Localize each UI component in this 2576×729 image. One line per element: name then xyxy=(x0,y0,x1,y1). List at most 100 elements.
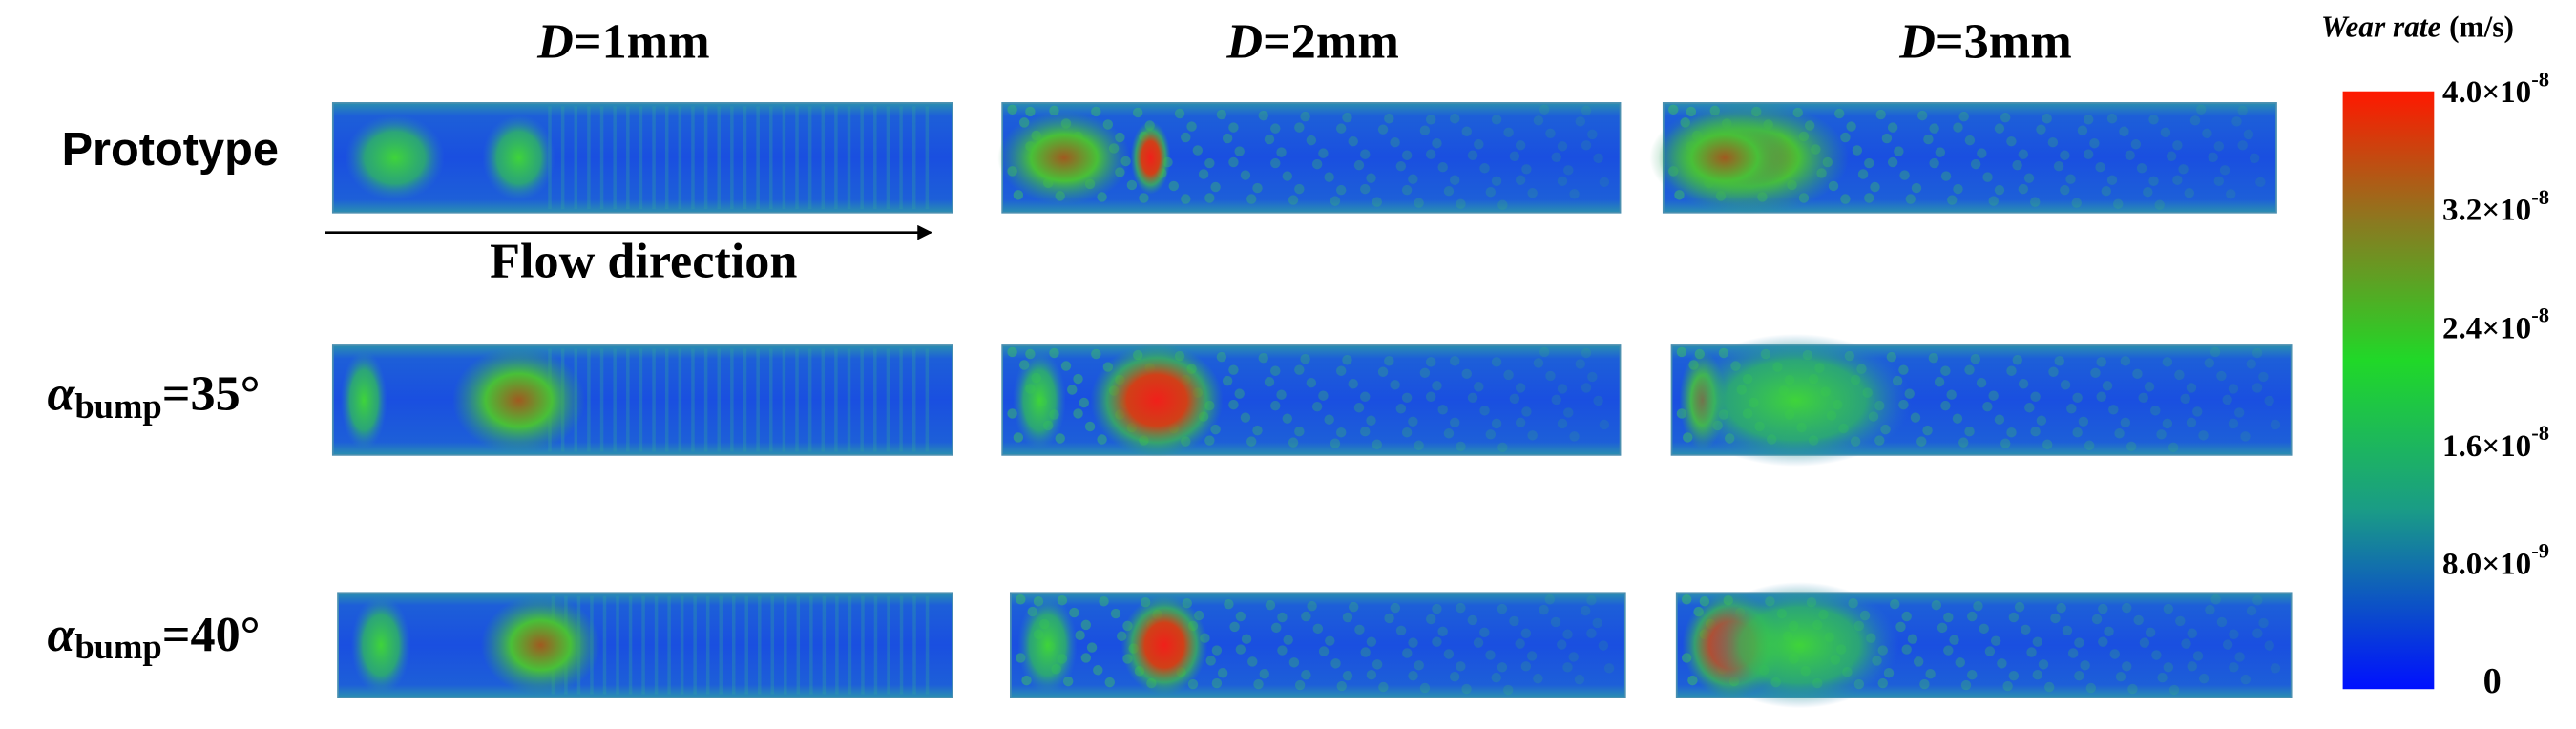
speckle xyxy=(2157,672,2168,683)
contour-panel xyxy=(1001,344,1622,457)
speckle xyxy=(1311,158,1323,170)
speckle xyxy=(2174,369,2185,381)
speckle xyxy=(1205,656,1216,666)
speckle xyxy=(2002,680,2013,692)
speckle xyxy=(1852,145,1863,156)
speckle xyxy=(1007,104,1017,115)
speckle xyxy=(2008,670,2020,681)
speckle xyxy=(2234,652,2245,662)
row-label: αbump=40° xyxy=(47,607,260,667)
speckle xyxy=(2136,163,2147,174)
speckle xyxy=(1277,612,1288,623)
speckle xyxy=(1539,104,1550,115)
speckle xyxy=(1348,379,1358,389)
speckle xyxy=(2209,346,2221,358)
speckle xyxy=(1911,182,1922,194)
speckle xyxy=(1485,429,1497,440)
speckle xyxy=(1474,139,1484,150)
speckle xyxy=(1073,373,1083,385)
speckle xyxy=(1456,602,1466,614)
speckle xyxy=(1264,134,1275,145)
speckle xyxy=(1551,152,1561,163)
contour-panel xyxy=(1009,592,1626,698)
speckle xyxy=(2074,670,2084,681)
speckle xyxy=(1395,160,1407,172)
speckle xyxy=(1216,109,1227,120)
speckle xyxy=(2038,659,2049,670)
speckle xyxy=(2060,380,2071,390)
speckle xyxy=(1252,425,1263,436)
column-header: D=3mm xyxy=(1898,14,2071,70)
speckle xyxy=(1890,598,1900,610)
speckle xyxy=(1557,384,1568,394)
speckle xyxy=(1224,598,1234,610)
speckle xyxy=(2229,662,2239,673)
speckle xyxy=(1360,149,1371,159)
speckle xyxy=(2226,189,2236,199)
speckle xyxy=(1586,628,1597,639)
speckle xyxy=(2125,150,2135,160)
row-label: Prototype xyxy=(62,124,279,176)
speckle xyxy=(1569,189,1580,199)
panel-bg xyxy=(1009,592,1626,698)
speckle xyxy=(1300,354,1310,364)
speckle xyxy=(1520,628,1532,639)
speckle xyxy=(1335,184,1347,196)
speckle xyxy=(1960,679,1972,691)
speckle xyxy=(1025,106,1036,117)
speckle xyxy=(1294,122,1305,133)
speckle xyxy=(2237,105,2248,116)
speckle xyxy=(1929,123,1939,134)
speckle xyxy=(2198,430,2209,441)
hotspot xyxy=(997,111,1131,205)
speckle xyxy=(1913,656,1924,667)
speckle xyxy=(1586,595,1597,606)
speckle xyxy=(2044,681,2055,693)
speckle xyxy=(2213,141,2225,152)
speckle xyxy=(1229,621,1240,633)
speckle xyxy=(2264,640,2274,651)
speckle xyxy=(1288,437,1299,448)
speckle xyxy=(2083,115,2094,125)
speckle xyxy=(1419,367,1431,379)
speckle xyxy=(1840,194,1851,204)
speckle xyxy=(2090,367,2101,379)
speckle xyxy=(2208,152,2218,163)
speckle xyxy=(1264,376,1275,387)
speckle xyxy=(2071,198,2082,208)
speckle xyxy=(2056,602,2066,614)
speckle xyxy=(2168,684,2180,696)
speckle xyxy=(2042,114,2052,124)
speckle xyxy=(2042,439,2053,449)
speckle xyxy=(1901,644,1912,655)
speckle xyxy=(1905,194,1916,204)
speckle xyxy=(1408,637,1418,648)
speckle xyxy=(1833,108,1845,119)
speckle xyxy=(1324,172,1334,182)
speckle xyxy=(2246,605,2257,616)
speckle xyxy=(1419,125,1431,135)
speckle xyxy=(1093,665,1103,676)
speckle xyxy=(1533,115,1544,126)
speckle xyxy=(2228,384,2239,394)
speckle xyxy=(2060,184,2070,196)
speckle xyxy=(2089,138,2100,149)
speckle xyxy=(1456,198,1466,209)
hotspot xyxy=(1130,121,1171,195)
speckle xyxy=(1110,608,1121,619)
speckle xyxy=(2154,199,2165,210)
speckle xyxy=(1259,668,1269,679)
speckle xyxy=(1325,635,1335,646)
speckle xyxy=(1443,185,1455,197)
hotspot xyxy=(1679,333,1913,468)
speckle xyxy=(2252,595,2263,606)
speckle xyxy=(2180,393,2190,405)
speckle xyxy=(1258,352,1268,364)
title-italic: Wear rate xyxy=(2321,10,2441,44)
speckle xyxy=(2187,628,2197,639)
speckle xyxy=(1049,347,1059,359)
speckle xyxy=(1425,149,1436,159)
speckle xyxy=(2237,140,2248,151)
speckle xyxy=(2205,604,2215,615)
speckle xyxy=(1935,147,1946,157)
